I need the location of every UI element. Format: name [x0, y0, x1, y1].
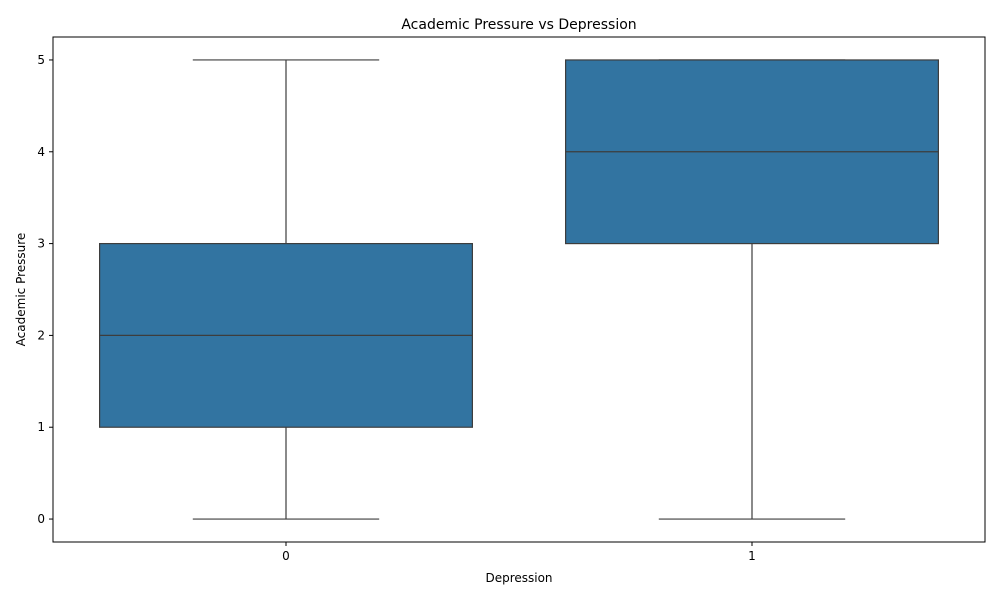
box-group-1	[564, 59, 939, 520]
y-tick-label: 5	[37, 53, 45, 67]
y-tick-label: 2	[37, 328, 45, 342]
box-group-0	[98, 59, 473, 520]
x-tick-label: 0	[282, 549, 290, 563]
x-axis-label: Depression	[485, 571, 552, 585]
plot-frame	[52, 36, 986, 543]
y-tick-label: 3	[37, 237, 45, 251]
y-axis-label: Academic Pressure	[14, 233, 28, 347]
y-tick-label: 0	[37, 512, 45, 526]
x-tick-label: 1	[748, 549, 756, 563]
y-tick-label: 1	[37, 420, 45, 434]
plot-area	[98, 59, 939, 520]
chart-title: Academic Pressure vs Depression	[401, 17, 636, 33]
y-tick-label: 4	[37, 145, 45, 159]
y-axis: 0 1 2 3 4 5	[37, 53, 53, 526]
